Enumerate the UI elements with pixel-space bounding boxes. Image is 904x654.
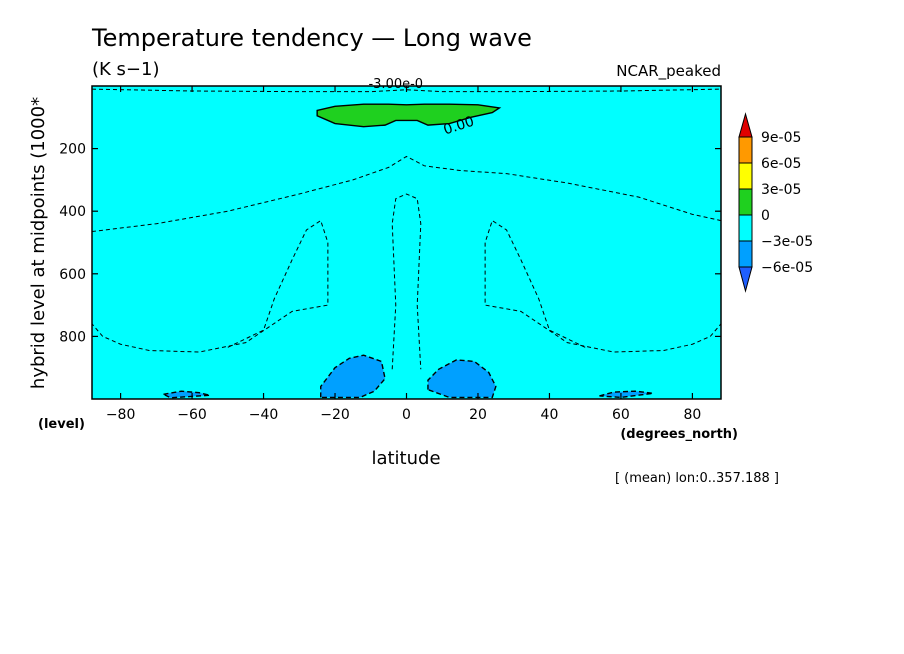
x-axis-ticks: −80 −60 −40 −20 0 20 40 60 80 (106, 86, 701, 423)
contour-region-5 (599, 390, 654, 399)
colorbar-label: 3e-05 (761, 182, 801, 198)
footer-note: [ (mean) lon:0..357.188 ] (615, 471, 779, 486)
contour-region-4 (161, 390, 211, 399)
contour-region-1 (316, 103, 502, 128)
x-tick-label: −60 (177, 407, 207, 423)
y-axis-ticks: 200 400 600 800 (59, 142, 721, 345)
colorbar: 9e-05 6e-05 3e-05 0 −3e-05 −6e-05 (738, 112, 813, 293)
contour-region-2 (320, 354, 386, 399)
x-tick-label: 20 (469, 407, 487, 423)
colorbar-label: 6e-05 (761, 156, 801, 172)
x-tick-label: −80 (106, 407, 136, 423)
x-axis-label: latitude (371, 448, 440, 469)
x-tick-label: −20 (320, 407, 350, 423)
y-axis-label: hybrid level at midpoints (1000* (28, 97, 49, 389)
x-tick-label: 40 (541, 407, 559, 423)
x-tick-label: 0 (402, 407, 411, 423)
y-tick-label: 800 (59, 329, 86, 345)
plot-frame (91, 85, 722, 400)
dataset-name: NCAR_peaked (616, 62, 721, 81)
x-axis-units: (degrees_north) (620, 427, 738, 442)
colorbar-top-arrow (738, 112, 753, 138)
contour-line-3 (391, 193, 422, 370)
y-axis-units: (level) (38, 417, 85, 432)
y-tick-label: 400 (59, 204, 86, 220)
contour-region-3 (427, 359, 497, 399)
chart-title: Temperature tendency — Long wave (91, 24, 532, 52)
colorbar-label: 0 (761, 208, 770, 224)
colorbar-box (738, 136, 753, 164)
colorbar-box (738, 162, 753, 190)
contour-label-negative: -3.00e-0 (368, 77, 423, 92)
contour-line-4 (91, 219, 329, 353)
colorbar-box (738, 214, 753, 242)
colorbar-label: 9e-05 (761, 130, 801, 146)
y-tick-label: 200 (59, 142, 86, 158)
contour-line-2 (91, 155, 722, 233)
contour-line-1 (91, 88, 722, 93)
colorbar-box (738, 240, 753, 268)
colorbar-label: −3e-05 (761, 234, 813, 250)
colorbar-box (738, 188, 753, 216)
background-field (92, 86, 721, 399)
filled-contour-regions (92, 86, 721, 399)
chart-units: (K s−1) (92, 59, 159, 80)
contour-line-5 (484, 219, 722, 353)
contour-lines (91, 88, 722, 370)
y-tick-label: 600 (59, 267, 86, 283)
colorbar-label: −6e-05 (761, 260, 813, 276)
colorbar-bottom-arrow (738, 266, 753, 293)
x-tick-label: 60 (612, 407, 630, 423)
x-tick-label: 80 (683, 407, 701, 423)
x-tick-label: −40 (249, 407, 279, 423)
